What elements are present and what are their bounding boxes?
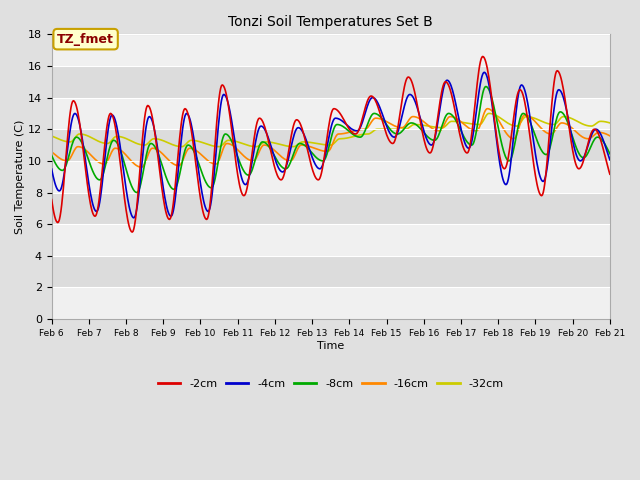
-32cm [606, 120, 614, 126]
-2cm [378, 114, 385, 120]
-4cm [433, 129, 440, 134]
-4cm [378, 108, 385, 114]
-4cm [323, 144, 331, 150]
-32cm [48, 133, 56, 139]
-8cm [556, 109, 564, 115]
-32cm [195, 139, 203, 144]
-8cm [606, 151, 614, 156]
-8cm [195, 161, 203, 167]
-16cm [606, 133, 614, 139]
-8cm [433, 137, 440, 143]
-32cm [485, 110, 493, 116]
-16cm [378, 116, 385, 122]
Bar [52, 288, 610, 319]
-16cm [433, 128, 440, 133]
Bar [52, 161, 610, 192]
-2cm [556, 72, 564, 78]
-2cm [479, 54, 486, 60]
Bar [52, 66, 610, 97]
-16cm [484, 106, 492, 111]
-2cm [433, 125, 440, 131]
-32cm [323, 142, 331, 148]
Bar [52, 129, 610, 161]
-4cm [606, 157, 614, 163]
Text: TZ_fmet: TZ_fmet [57, 33, 114, 46]
-2cm [48, 197, 56, 203]
-8cm [482, 84, 490, 89]
-16cm [138, 164, 145, 170]
-16cm [171, 162, 179, 168]
-8cm [133, 190, 141, 195]
Legend: -2cm, -4cm, -8cm, -16cm, -32cm: -2cm, -4cm, -8cm, -16cm, -32cm [154, 374, 508, 393]
Line: -16cm: -16cm [52, 108, 610, 167]
Title: Tonzi Soil Temperatures Set B: Tonzi Soil Temperatures Set B [228, 15, 433, 29]
-4cm [481, 70, 488, 75]
X-axis label: Time: Time [317, 341, 344, 350]
-32cm [170, 143, 178, 148]
Line: -8cm: -8cm [52, 86, 610, 192]
Bar [52, 224, 610, 256]
Line: -4cm: -4cm [52, 72, 610, 218]
Y-axis label: Soil Temperature (C): Soil Temperature (C) [15, 120, 25, 234]
Line: -32cm: -32cm [52, 113, 610, 147]
-16cm [556, 120, 564, 126]
-32cm [178, 144, 186, 150]
-8cm [171, 186, 179, 192]
-16cm [48, 149, 56, 155]
Line: -2cm: -2cm [52, 57, 610, 232]
-4cm [195, 170, 203, 176]
-8cm [48, 153, 56, 158]
-32cm [378, 126, 385, 132]
Bar [52, 97, 610, 129]
-8cm [378, 115, 385, 120]
-4cm [130, 215, 138, 221]
-16cm [323, 148, 331, 154]
-4cm [48, 166, 56, 172]
-32cm [433, 124, 440, 130]
Bar [52, 192, 610, 224]
Bar [52, 35, 610, 66]
-4cm [556, 88, 564, 94]
-2cm [171, 186, 179, 192]
-8cm [323, 152, 331, 157]
-16cm [195, 150, 203, 156]
Bar [52, 256, 610, 288]
-2cm [606, 171, 614, 177]
-4cm [171, 198, 179, 204]
-32cm [556, 116, 564, 121]
-2cm [129, 229, 136, 235]
-2cm [323, 136, 331, 142]
-2cm [195, 185, 203, 191]
